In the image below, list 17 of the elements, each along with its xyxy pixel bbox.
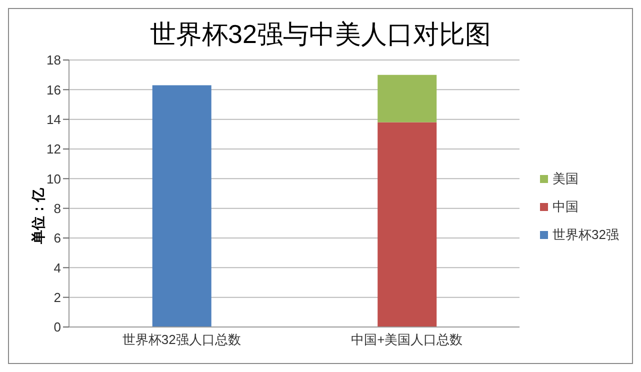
legend-label: 美国 (552, 170, 579, 188)
legend-label: 中国 (552, 198, 579, 216)
y-tick-label: 18 (46, 52, 61, 68)
y-tick-label: 4 (54, 260, 61, 276)
y-tick-label: 12 (46, 142, 61, 157)
x-tick-label: 中国+美国人口总数 (351, 332, 463, 348)
y-axis-title: 单位：亿 (30, 188, 48, 244)
y-tick-label: 10 (46, 171, 61, 186)
y-tick-label: 14 (46, 112, 61, 127)
y-tick-label: 8 (54, 200, 61, 216)
y-tick-label: 0 (54, 320, 61, 335)
y-tick-label: 16 (46, 82, 61, 98)
x-tick-label: 世界杯32强人口总数 (122, 332, 241, 348)
chart-title: 世界杯32强与中美人口对比图 (149, 18, 492, 51)
y-tick-label: 6 (54, 230, 61, 246)
legend-label: 世界杯32强 (552, 226, 619, 244)
y-tick-label: 2 (54, 290, 61, 305)
